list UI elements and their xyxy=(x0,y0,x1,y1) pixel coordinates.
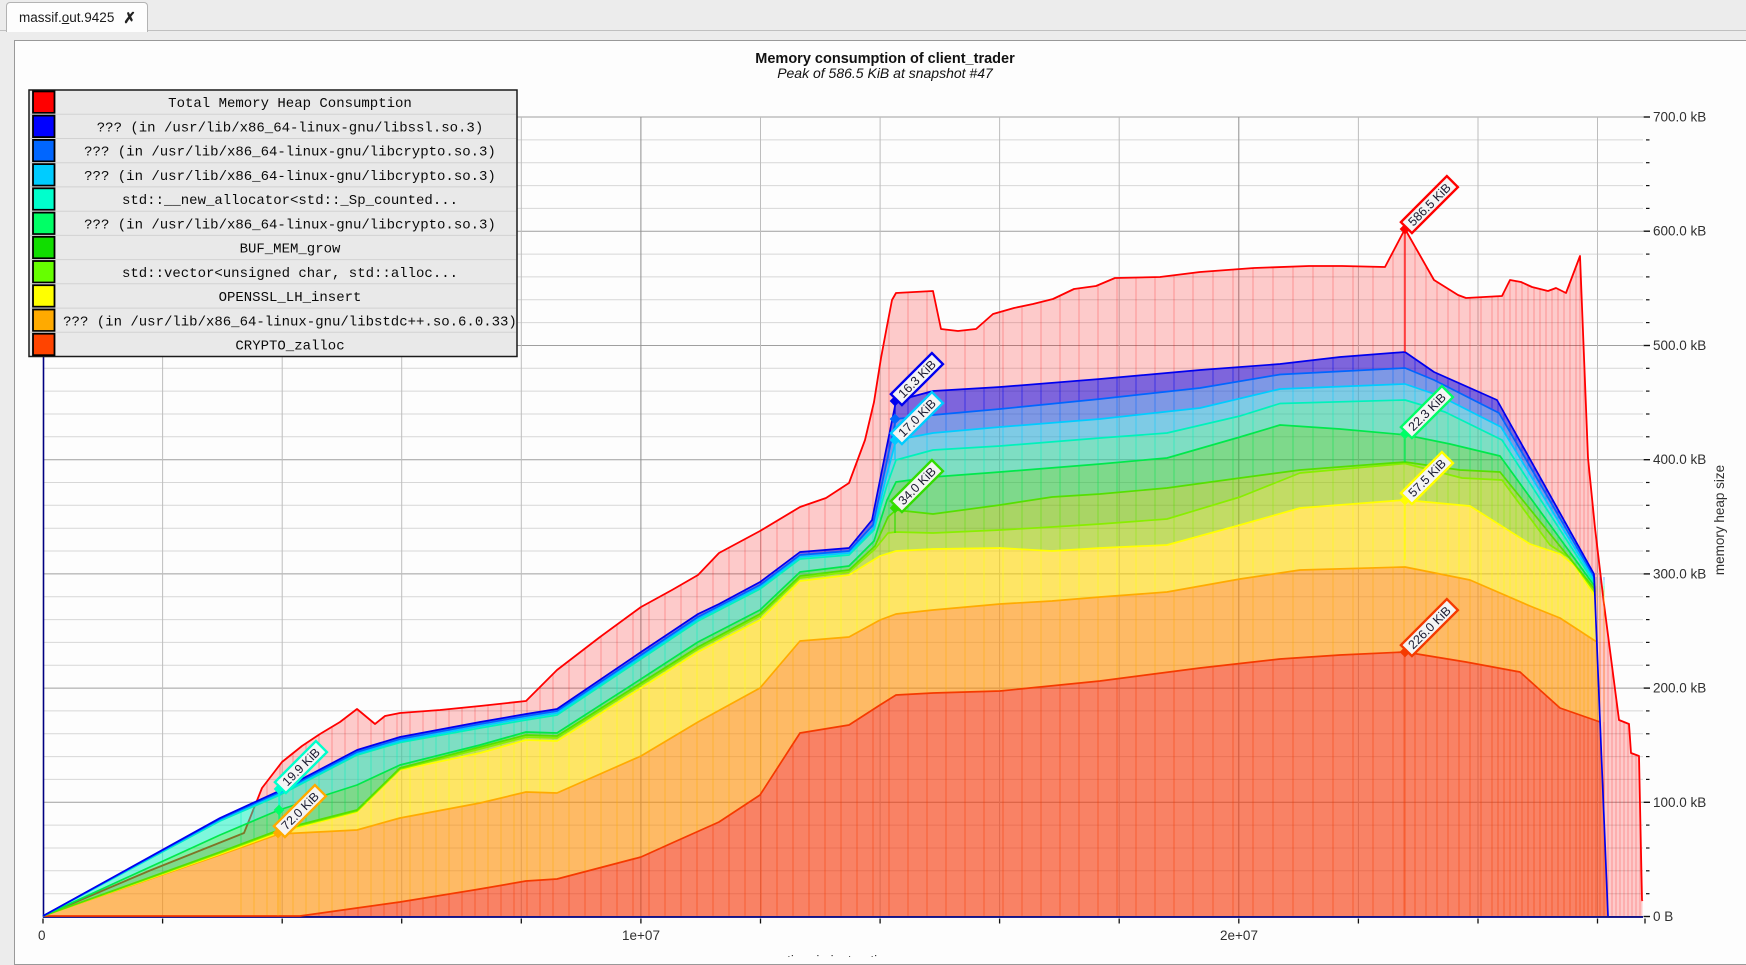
svg-text:CRYPTO_zalloc: CRYPTO_zalloc xyxy=(235,339,344,355)
svg-text:Memory consumption of client_t: Memory consumption of client_trader xyxy=(755,51,1015,67)
svg-text:Peak of 586.5 KiB at snapshot: Peak of 586.5 KiB at snapshot #47 xyxy=(777,65,994,81)
svg-text:??? (in /usr/lib/x86_64-linux-: ??? (in /usr/lib/x86_64-linux-gnu/libcry… xyxy=(84,169,496,185)
svg-text:0: 0 xyxy=(38,928,46,943)
svg-text:586.5 KiB: 586.5 KiB xyxy=(1405,181,1453,229)
svg-text:??? (in /usr/lib/x86_64-linux-: ??? (in /usr/lib/x86_64-linux-gnu/libstd… xyxy=(63,314,517,330)
svg-text:500.0 kB: 500.0 kB xyxy=(1653,338,1706,353)
svg-text:400.0 kB: 400.0 kB xyxy=(1653,452,1706,467)
svg-text:100.0 kB: 100.0 kB xyxy=(1653,795,1706,810)
svg-text:0 B: 0 B xyxy=(1653,909,1673,924)
svg-text:time in instructions: time in instructions xyxy=(787,953,899,957)
svg-text:2e+07: 2e+07 xyxy=(1220,928,1258,943)
svg-text:700.0 kB: 700.0 kB xyxy=(1653,110,1706,125)
svg-text:memory heap size: memory heap size xyxy=(1712,465,1727,575)
svg-text:Total Memory Heap Consumption: Total Memory Heap Consumption xyxy=(168,96,412,112)
svg-text:??? (in /usr/lib/x86_64-linux-: ??? (in /usr/lib/x86_64-linux-gnu/libssl… xyxy=(97,120,483,136)
svg-text:std::vector<unsigned char, std: std::vector<unsigned char, std::alloc... xyxy=(122,266,458,282)
svg-text:1e+07: 1e+07 xyxy=(622,928,660,943)
svg-text:std::__new_allocator<std::_Sp_: std::__new_allocator<std::_Sp_counted... xyxy=(122,193,458,209)
svg-text:300.0 kB: 300.0 kB xyxy=(1653,566,1706,581)
svg-text:??? (in /usr/lib/x86_64-linux-: ??? (in /usr/lib/x86_64-linux-gnu/libcry… xyxy=(84,217,496,233)
svg-text:OPENSSL_LH_insert: OPENSSL_LH_insert xyxy=(219,290,362,306)
svg-text:200.0 kB: 200.0 kB xyxy=(1653,681,1706,696)
svg-text:600.0 kB: 600.0 kB xyxy=(1653,224,1706,239)
svg-text:BUF_MEM_grow: BUF_MEM_grow xyxy=(240,242,341,258)
svg-text:??? (in /usr/lib/x86_64-linux-: ??? (in /usr/lib/x86_64-linux-gnu/libcry… xyxy=(84,145,496,161)
